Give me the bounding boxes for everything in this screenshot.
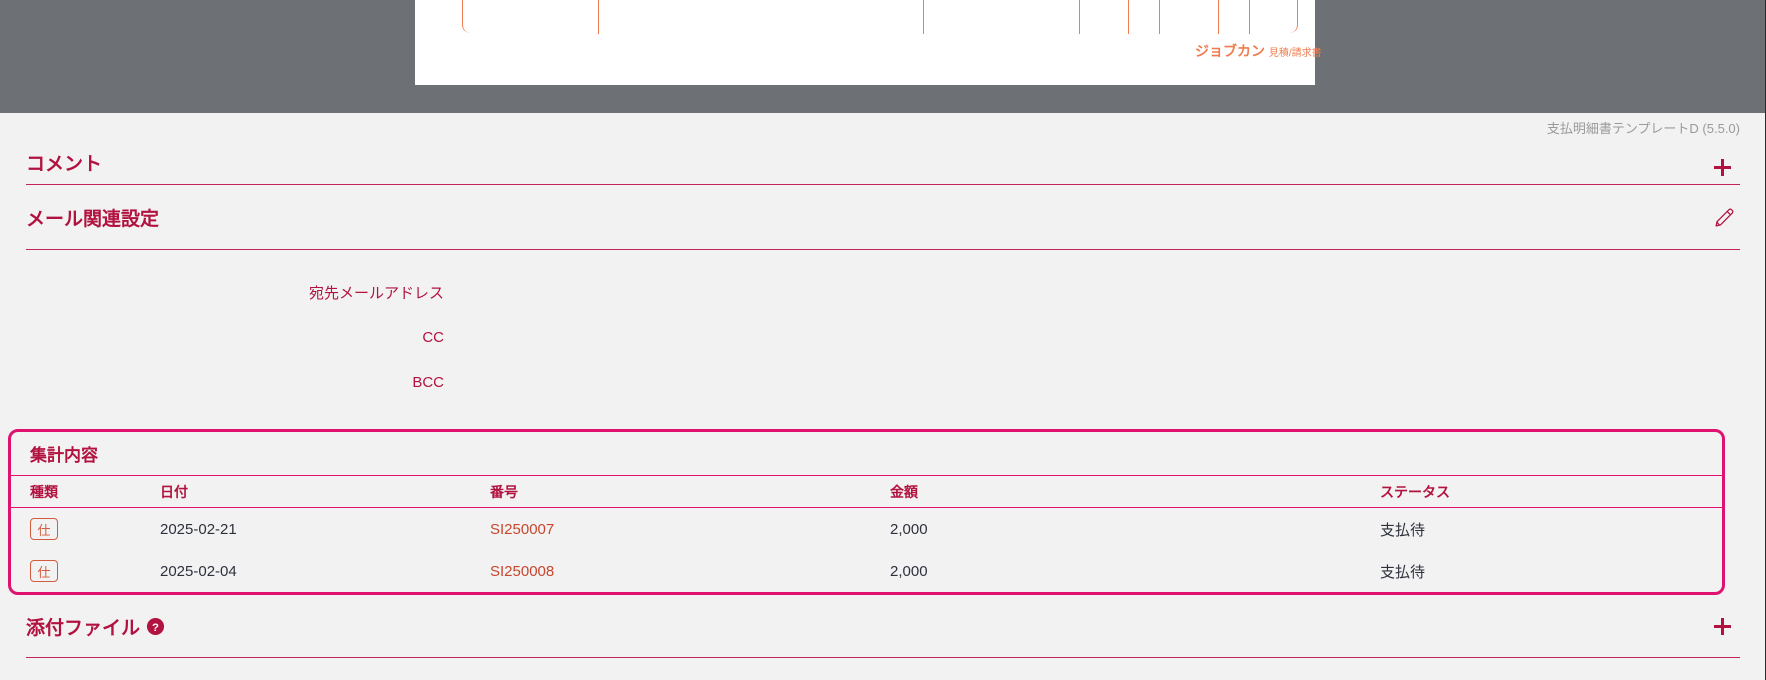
svg-text:?: ? (152, 621, 159, 633)
